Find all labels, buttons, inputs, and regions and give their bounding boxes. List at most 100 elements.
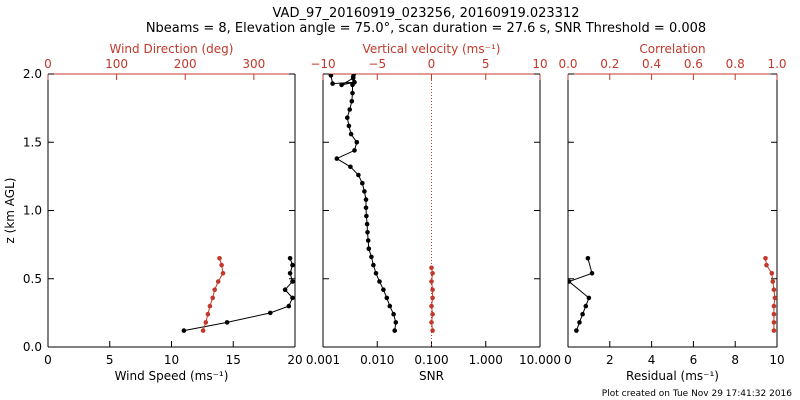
tick-label-bottom: 10 [769, 353, 784, 367]
data-point [392, 328, 398, 333]
series-group [181, 255, 295, 333]
tick-label-top: 1.0 [767, 57, 786, 71]
data-point [771, 320, 777, 325]
tick-label-bottom: 1.000 [469, 353, 503, 367]
data-point [589, 271, 595, 276]
tick-label-bottom: 0 [564, 353, 572, 367]
x-axis-label-bottom: Residual (ms⁻¹) [626, 369, 719, 383]
data-point [771, 287, 777, 293]
data-point [574, 328, 579, 333]
tick-label-left: 0.0 [23, 340, 42, 354]
data-point [210, 295, 215, 301]
data-point [583, 303, 589, 309]
data-point [287, 271, 293, 276]
data-point [387, 303, 393, 309]
tick-label-left: 1.0 [23, 204, 42, 218]
data-point [350, 90, 355, 96]
panel-vertical: 0.001 0.010 0.100 1.000 10.000 −10 −5 0 5 10 SNR Ve… [306, 42, 561, 383]
data-point [365, 230, 370, 235]
tick-label-top: −10 [310, 57, 335, 71]
data-point [334, 156, 340, 161]
data-point [286, 303, 292, 309]
data-point [429, 265, 434, 271]
data-point [352, 148, 357, 153]
data-point [350, 75, 356, 81]
data-point [429, 279, 434, 284]
data-point [430, 328, 435, 333]
tick-label-top: 0.2 [600, 57, 619, 71]
series-group [328, 74, 435, 333]
x-axis-label-bottom: SNR [419, 369, 444, 383]
panel-residual: 0 2 4 6 8 10 0.0 0.2 0.4 0.6 0.8 1.0 Residual (ms⁻¹)… [558, 42, 786, 383]
tick-label-bottom: 0 [44, 353, 52, 367]
chart-title: VAD_97_20160919_023256, 20160919.023312 [273, 6, 580, 21]
data-point [349, 99, 355, 104]
tick-label-bottom: 10 [164, 353, 179, 367]
series-line-primary [183, 258, 294, 332]
data-point [181, 328, 187, 333]
data-point [772, 295, 777, 301]
data-point [393, 320, 399, 325]
data-point [391, 311, 396, 317]
data-point [430, 271, 435, 276]
data-point [268, 310, 273, 316]
tick-label-left: 0.5 [23, 272, 42, 286]
data-point [339, 82, 344, 88]
tick-label-top: 10 [532, 57, 547, 71]
data-point [212, 287, 217, 293]
series-group [568, 255, 777, 333]
data-point [346, 123, 352, 129]
data-point [356, 172, 361, 178]
data-point [330, 81, 335, 86]
x-axis-label-top: Vertical velocity (ms⁻¹) [363, 42, 501, 56]
data-point [328, 74, 334, 78]
tick-label-bottom: 20 [287, 353, 302, 367]
data-point [381, 287, 386, 293]
tick-label-bottom: 8 [731, 353, 739, 367]
data-point [580, 311, 585, 317]
tick-label-bottom: 0.010 [360, 353, 394, 367]
tick-label-bottom: 0.001 [306, 353, 340, 367]
tick-label-top: 200 [174, 57, 197, 71]
data-point [365, 238, 371, 243]
data-point [290, 295, 295, 301]
x-axis-label-top: Wind Direction (deg) [110, 42, 234, 56]
tick-label-bottom: 4 [648, 353, 656, 367]
tick-label-top: 5 [482, 57, 490, 71]
data-point [224, 320, 230, 325]
data-point [369, 254, 374, 260]
x-axis-label-bottom: Wind Speed (ms⁻¹) [115, 369, 229, 383]
series-line-primary [330, 74, 397, 331]
data-point [215, 279, 221, 284]
data-point [586, 295, 592, 301]
tick-label-top: 0.6 [684, 57, 703, 71]
tick-label-bottom: 5 [106, 353, 114, 367]
data-point [290, 279, 295, 284]
data-point [769, 271, 775, 276]
tick-label-top: 100 [105, 57, 128, 71]
data-point [577, 320, 582, 325]
data-point [366, 246, 372, 251]
tick-label-top: 0.8 [726, 57, 745, 71]
tick-label-top: −5 [368, 57, 386, 71]
data-point [373, 271, 379, 276]
chart-subtitle: Nbeams = 8, Elevation angle = 75.0°, sca… [146, 21, 706, 36]
data-point [429, 303, 434, 309]
data-point [363, 197, 369, 202]
tick-label-top: 300 [242, 57, 265, 71]
data-point [430, 311, 435, 317]
data-point [348, 164, 353, 170]
data-point [348, 131, 354, 137]
data-point [351, 74, 357, 77]
series-line-secondary [765, 258, 776, 331]
tick-label-bottom: 10.000 [519, 353, 561, 367]
data-point [219, 262, 224, 268]
data-point [360, 180, 365, 186]
data-point [585, 255, 591, 261]
data-point [345, 115, 350, 120]
tick-label-left: 1.5 [23, 135, 42, 149]
data-point [430, 287, 435, 293]
data-point [205, 311, 211, 317]
